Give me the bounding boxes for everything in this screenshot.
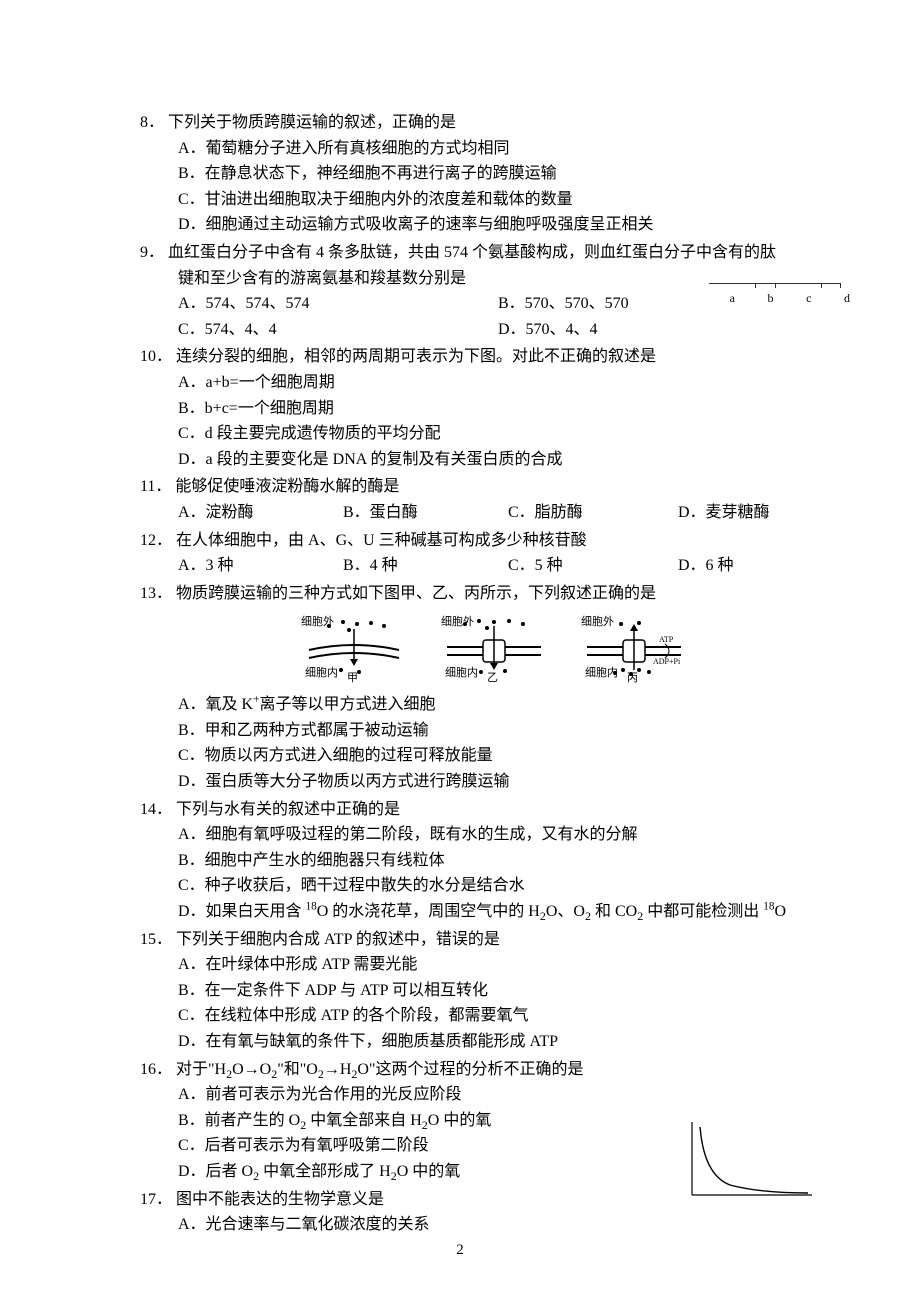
q10-number: 10．	[140, 348, 172, 365]
q12-opt-b: B．4 种	[343, 553, 508, 579]
q15-number: 15．	[140, 931, 172, 948]
q15-options: A．在叶绿体中形成 ATP 需要光能 B．在一定条件下 ADP 与 ATP 可以…	[140, 952, 848, 1054]
q13-stem: 物质跨膜运输的三种方式如下图甲、乙、丙所示，下列叙述正确的是	[176, 585, 656, 602]
q8-opt-d: D．细胞通过主动运输方式吸收离子的速率与细胞呼吸强度呈正相关	[178, 212, 848, 238]
q11-number: 11．	[140, 478, 171, 495]
q10-lab-a: a	[709, 289, 756, 308]
q10-stem: 连续分裂的细胞，相邻的两周期可表示为下图。对此不正确的叙述是	[176, 348, 656, 365]
q11-options: A．淀粉酶 B．蛋白酶 C．脂肪酶 D．麦芽糖酶	[140, 500, 848, 526]
q11-opt-b: B．蛋白酶	[343, 500, 508, 526]
question-13: 13． 物质跨膜运输的三种方式如下图甲、乙、丙所示，下列叙述正确的是 细胞外 细…	[140, 581, 848, 795]
question-12: 12． 在人体细胞中，由 A、G、U 三种碱基可构成多少种核苷酸 A．3 种 B…	[140, 528, 848, 579]
q9-stem: 血红蛋白分子中含有 4 条多肽链，共由 574 个氨基酸构成，则血红蛋白分子中含…	[168, 244, 776, 261]
q11-opt-c: C．脂肪酶	[508, 500, 678, 526]
q17-number: 17．	[140, 1191, 172, 1208]
question-11: 11． 能够促使唾液淀粉酶水解的酶是 A．淀粉酶 B．蛋白酶 C．脂肪酶 D．麦…	[140, 474, 848, 525]
q13-label-out-3: 细胞外	[581, 614, 614, 632]
question-15: 15． 下列关于细胞内合成 ATP 的叙述中，错误的是 A．在叶绿体中形成 AT…	[140, 927, 848, 1055]
q15-stem: 下列关于细胞内合成 ATP 的叙述中，错误的是	[176, 931, 500, 948]
q14-opt-b: B．细胞中产生水的细胞器只有线粒体	[178, 848, 848, 874]
q12-opt-a: A．3 种	[178, 553, 343, 579]
q15-opt-a: A．在叶绿体中形成 ATP 需要光能	[178, 952, 848, 978]
q8-opt-c: C．甘油进出细胞取决于细胞内外的浓度差和载体的数量	[178, 187, 848, 213]
question-8: 8． 下列关于物质跨膜运输的叙述，正确的是 A．葡萄糖分子进入所有真核细胞的方式…	[140, 110, 848, 238]
q10-lab-d: d	[837, 289, 858, 308]
q13-opt-c: C．物质以丙方式进入细胞的过程可释放能量	[178, 743, 848, 769]
q12-number: 12．	[140, 532, 172, 549]
q12-options: A．3 种 B．4 种 C．5 种 D．6 种	[140, 553, 848, 579]
q13-label-out-2: 细胞外	[441, 614, 474, 632]
q8-number: 8．	[140, 114, 164, 131]
question-10: 10． 连续分裂的细胞，相邻的两周期可表示为下图。对此不正确的叙述是 A．a+b…	[140, 344, 848, 472]
q10-opt-c: C．d 段主要完成遗传物质的平均分配	[178, 421, 848, 447]
q16-opt-a: A．前者可表示为光合作用的光反应阶段	[178, 1082, 848, 1108]
q10-lab-c: c	[786, 289, 833, 308]
q13-membrane-diagram: 细胞外 细胞内 甲 细胞外 细胞内 乙	[140, 614, 848, 684]
q9-opt-d: D．570、4、4	[498, 317, 848, 343]
q16-stem: 对于"H2O→O2"和"O2→H2O"这两个过程的分析不正确的是	[176, 1061, 583, 1078]
q8-stem: 下列关于物质跨膜运输的叙述，正确的是	[168, 114, 456, 131]
q13-options: A．氧及 K+离子等以甲方式进入细胞 B．甲和乙两种方式都属于被动运输 C．物质…	[140, 692, 848, 794]
svg-text:ATP: ATP	[659, 635, 674, 644]
q14-opt-a: A．细胞有氧呼吸过程的第二阶段，既有水的生成，又有水的分解	[178, 822, 848, 848]
isotope-18: 18	[306, 901, 317, 913]
isotope-18: 18	[763, 901, 774, 913]
q16-number: 16．	[140, 1061, 172, 1078]
q11-opt-a: A．淀粉酶	[178, 500, 343, 526]
q10-opt-b: B．b+c=一个细胞周期	[178, 396, 848, 422]
q9-number: 9．	[140, 244, 164, 261]
q13-diagram-bing: ADP+Pi ATP 细胞外 细胞内 丙	[579, 614, 689, 684]
q13-label-yi: 乙	[487, 670, 498, 688]
q13-label-jia: 甲	[347, 670, 358, 688]
q13-opt-a: A．氧及 K+离子等以甲方式进入细胞	[178, 692, 848, 718]
q13-label-bing: 丙	[627, 670, 638, 688]
q14-opt-d: D．如果白天用含 18O 的水浇花草，周围空气中的 H2O、O2 和 CO2 中…	[178, 899, 848, 925]
q15-opt-c: C．在线粒体中形成 ATP 的各个阶段，都需要氧气	[178, 1003, 848, 1029]
q14-options: A．细胞有氧呼吸过程的第二阶段，既有水的生成，又有水的分解 B．细胞中产生水的细…	[140, 822, 848, 924]
q17-stem: 图中不能表达的生物学意义是	[176, 1191, 384, 1208]
q8-opt-b: B．在静息状态下，神经细胞不再进行离子的跨膜运输	[178, 161, 848, 187]
q8-options: A．葡萄糖分子进入所有真核细胞的方式均相同 B．在静息状态下，神经细胞不再进行离…	[140, 136, 848, 238]
q10-lab-b: b	[761, 289, 782, 308]
q13-label-in-2: 细胞内	[445, 665, 478, 683]
q15-opt-b: B．在一定条件下 ADP 与 ATP 可以相互转化	[178, 978, 848, 1004]
q10-opt-a: A．a+b=一个细胞周期	[178, 370, 848, 396]
q12-opt-d: D．6 种	[678, 553, 848, 579]
q15-opt-d: D．在有氧与缺氧的条件下，细胞质基质都能形成 ATP	[178, 1029, 848, 1055]
q13-number: 13．	[140, 585, 172, 602]
q10-timeline-diagram: a b c d	[709, 283, 858, 309]
q11-stem: 能够促使唾液淀粉酶水解的酶是	[175, 478, 399, 495]
q13-diagram-yi: 细胞外 细胞内 乙	[439, 614, 549, 684]
q13-diagram-jia: 细胞外 细胞内 甲	[299, 614, 409, 684]
q13-opt-d: D．蛋白质等大分子物质以丙方式进行跨膜运输	[178, 769, 848, 795]
q14-opt-c: C．种子收获后，晒干过程中散失的水分是结合水	[178, 873, 848, 899]
q12-stem: 在人体细胞中，由 A、G、U 三种碱基可构成多少种核苷酸	[176, 532, 587, 549]
question-14: 14． 下列与水有关的叙述中正确的是 A．细胞有氧呼吸过程的第二阶段，既有水的生…	[140, 797, 848, 925]
q13-label-out-1: 细胞外	[301, 614, 334, 632]
q14-number: 14．	[140, 801, 172, 818]
q10-timeline-labels: a b c d	[709, 288, 858, 309]
q14-stem: 下列与水有关的叙述中正确的是	[176, 801, 400, 818]
q11-opt-d: D．麦芽糖酶	[678, 500, 848, 526]
q8-opt-a: A．葡萄糖分子进入所有真核细胞的方式均相同	[178, 136, 848, 162]
q12-opt-c: C．5 种	[508, 553, 678, 579]
page-number: 2	[456, 1238, 464, 1262]
q13-label-in-1: 细胞内	[305, 665, 338, 683]
q13-label-in-3: 细胞内	[585, 665, 618, 683]
q13-opt-b: B．甲和乙两种方式都属于被动运输	[178, 718, 848, 744]
q9-opt-a: A．574、574、574	[178, 291, 498, 317]
q17-curve-graph	[680, 1117, 820, 1216]
q10-opt-d: D．a 段的主要变化是 DNA 的复制及有关蛋白质的合成	[178, 447, 848, 473]
q9-opt-c: C．574、4、4	[178, 317, 498, 343]
q10-options: A．a+b=一个细胞周期 B．b+c=一个细胞周期 C．d 段主要完成遗传物质的…	[140, 370, 848, 472]
svg-text:ADP+Pi: ADP+Pi	[653, 657, 681, 666]
